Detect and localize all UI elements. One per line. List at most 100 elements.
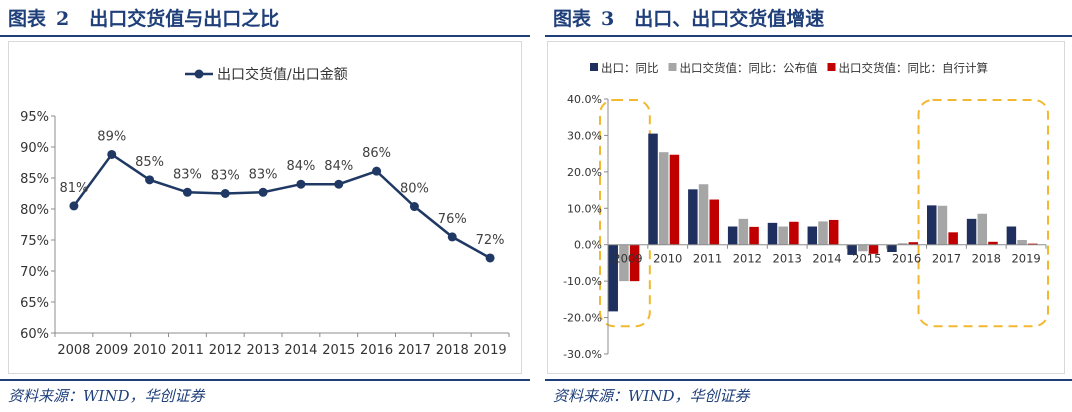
- x-tick-label: 2019: [474, 343, 507, 358]
- x-tick-label: 2011: [693, 252, 722, 266]
- y-tick-label: 75%: [20, 234, 49, 249]
- data-point: [220, 189, 230, 198]
- x-tick-label: 2016: [360, 343, 393, 358]
- bar: [669, 154, 680, 245]
- y-tick-label: -20.0%: [563, 312, 602, 325]
- x-tick-label: 2014: [812, 252, 841, 266]
- x-tick-label: 2019: [1011, 252, 1040, 266]
- legend-label: 出口：同比: [601, 61, 659, 75]
- legend-swatch: [827, 63, 836, 71]
- data-point: [409, 202, 419, 212]
- bar: [807, 226, 818, 245]
- x-tick-label: 2011: [171, 343, 204, 358]
- highlight-box: [917, 99, 1049, 328]
- bar: [738, 218, 749, 245]
- x-tick-label: 2008: [57, 343, 90, 358]
- bar: [1017, 239, 1027, 245]
- figure-3-top-rule: [545, 35, 1072, 37]
- data-label: 80%: [400, 182, 429, 197]
- bar: [908, 242, 919, 245]
- bar: [858, 244, 868, 252]
- figure-2-source: 资料来源：WIND，华创证券: [8, 387, 205, 405]
- bar: [927, 205, 937, 245]
- legend-swatch: [590, 63, 598, 71]
- bar: [658, 152, 669, 245]
- bar: [988, 241, 998, 245]
- figure-2-heading: 出口交货值与出口之比: [89, 8, 280, 30]
- bar: [818, 221, 828, 245]
- y-tick-label: 40.0%: [567, 93, 602, 106]
- data-point: [107, 149, 117, 159]
- x-tick-label: 2012: [209, 343, 242, 358]
- y-tick-label: 10.0%: [567, 202, 602, 215]
- bar: [1028, 243, 1038, 245]
- figure-3-heading: 出口、出口交货值增速: [634, 8, 825, 30]
- data-point: [182, 187, 192, 197]
- y-tick-label: -10.0%: [563, 275, 602, 288]
- x-tick-label: 2012: [733, 252, 762, 266]
- data-label: 83%: [249, 167, 278, 182]
- y-tick-label: 0.0%: [574, 239, 602, 252]
- y-tick-label: 60%: [20, 327, 49, 342]
- y-tick-label: 80%: [20, 203, 49, 218]
- data-label: 81%: [59, 181, 88, 196]
- x-tick-label: 2010: [133, 343, 166, 358]
- x-tick-label: 2017: [932, 252, 961, 266]
- y-tick-label: 65%: [20, 296, 49, 311]
- x-tick-label: 2018: [972, 252, 1001, 266]
- data-label: 84%: [324, 159, 353, 174]
- data-point: [69, 201, 79, 211]
- data-point: [447, 232, 457, 242]
- data-label: 84%: [286, 159, 315, 174]
- figure-2-top-rule: [0, 35, 530, 37]
- data-label: 83%: [173, 167, 202, 182]
- x-tick-label: 2009: [613, 252, 642, 266]
- bar: [749, 226, 759, 245]
- x-tick-label: 2015: [322, 343, 355, 358]
- data-point: [145, 175, 155, 185]
- bar: [937, 205, 948, 245]
- bar: [727, 226, 738, 245]
- bar: [948, 232, 958, 245]
- data-label: 76%: [438, 212, 467, 227]
- line-legend: 出口交货值/出口金额: [185, 66, 348, 83]
- legend-label: 出口交货值：同比：公布值: [680, 61, 818, 75]
- bar: [778, 226, 788, 245]
- y-tick-label: 70%: [20, 265, 49, 280]
- bar: [966, 218, 977, 245]
- figure-3-bottom-rule: [545, 379, 1072, 381]
- y-tick-label: -30.0%: [563, 348, 602, 361]
- figure-2-number: 2: [56, 8, 70, 30]
- legend-label: 出口交货值：同比：自行计算: [839, 61, 989, 75]
- bar: [767, 222, 778, 245]
- data-label: 72%: [476, 233, 505, 248]
- line-chart-frame: 出口交货值/出口金额 60% 65% 70% 75% 80% 85% 90% 95% 2008 20…: [8, 41, 522, 374]
- bar-chart-frame: 出口：同比 出口交货值：同比：公布值 出口交货值：同比：自行计算 -30.0% -20.…: [547, 41, 1065, 374]
- y-tick-label: 90%: [20, 141, 49, 156]
- bar: [977, 213, 988, 245]
- bar: [629, 244, 640, 282]
- x-tick-label: 2010: [653, 252, 682, 266]
- series-line: [72, 152, 491, 260]
- bar: [1006, 226, 1017, 245]
- legend-marker-swatch: [194, 69, 204, 79]
- data-point: [372, 166, 382, 176]
- bar: [608, 244, 618, 312]
- x-tick-label: 2013: [247, 343, 280, 358]
- data-point: [258, 187, 268, 197]
- legend-label: 出口交货值/出口金额: [217, 66, 348, 83]
- highlight-box: [599, 99, 651, 328]
- data-label: 83%: [211, 169, 240, 184]
- figure-3-label: 图表: [553, 8, 592, 30]
- bar: [789, 221, 799, 245]
- bar: [648, 133, 658, 245]
- figure-2-bottom-rule: [0, 379, 530, 381]
- legend-swatch: [668, 63, 677, 71]
- figure-2-title: 图表 2 出口交货值与出口之比: [8, 4, 279, 34]
- bar: [688, 189, 698, 245]
- x-tick-label: 2009: [95, 343, 128, 358]
- bar: [847, 244, 857, 255]
- x-tick-label: 2014: [284, 343, 317, 358]
- data-label: 85%: [135, 155, 164, 170]
- x-tick-label: 2017: [398, 343, 431, 358]
